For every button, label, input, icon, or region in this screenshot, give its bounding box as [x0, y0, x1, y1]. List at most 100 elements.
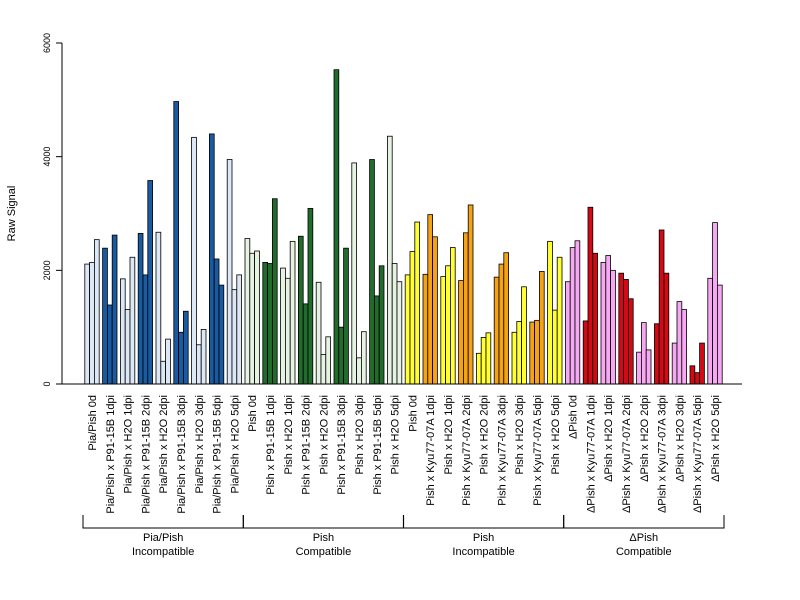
bar [147, 180, 154, 385]
bar [267, 263, 273, 385]
bar [592, 252, 598, 385]
bar [160, 360, 167, 385]
group-bracket [402, 515, 565, 529]
bar [694, 372, 700, 385]
bar [663, 272, 670, 385]
bar [717, 284, 723, 385]
x-tick-label: Pish x H2O 2dpi [318, 395, 330, 474]
axes-layer: 0 2000 4000 6000 [42, 33, 742, 387]
x-tick-label: Pish x P91-15B 1dpi [265, 395, 277, 495]
bar [681, 309, 687, 385]
x-tick-label: ΔPish x Kyu77-07A 1dpi [585, 395, 597, 513]
bar [284, 277, 291, 385]
bar [178, 331, 184, 385]
bar [521, 286, 527, 385]
group-bracket [82, 515, 244, 529]
bar [618, 272, 624, 385]
bar [503, 252, 509, 385]
x-tick-label: Pia/Pish x H2O 2dpi [158, 395, 170, 493]
bar [445, 265, 451, 385]
bar [475, 352, 482, 385]
bar [432, 236, 438, 385]
bar [458, 280, 464, 385]
bar [654, 323, 660, 385]
bar [231, 289, 238, 385]
bar [707, 277, 713, 385]
bar [191, 136, 197, 385]
bar [378, 265, 385, 385]
bar [338, 326, 344, 385]
x-tick-label: Pish x Kyu77-07A 5dpi [532, 395, 544, 506]
bar [195, 344, 202, 385]
x-tick-label: ΔPish x H2O 3dpi [674, 395, 686, 482]
bar [605, 255, 611, 385]
labels-layer: Pia/Pish 0d Pia/Pish x P91-15B 1dpi Pia/Pi… [82, 395, 725, 558]
bar [226, 159, 233, 385]
bar [485, 332, 492, 385]
bar [107, 304, 113, 385]
bar [360, 331, 367, 385]
bar [297, 235, 304, 385]
bar [671, 342, 678, 385]
bar [534, 319, 540, 385]
bar [173, 101, 180, 385]
bar [315, 281, 322, 385]
bar [120, 278, 126, 385]
x-tick-label: Pish x H2O 3dpi [354, 395, 366, 474]
x-tick-label: ΔPish x H2O 1dpi [603, 395, 615, 482]
x-tick-label: ΔPish x Kyu77-07A 2dpi [621, 395, 633, 513]
x-tick-label: Pia/Pish x P91-15B 3dpi [176, 395, 188, 514]
x-tick-label: Pish x H2O 5dpi [390, 395, 402, 474]
x-tick-label: Pish x H2O 5dpi [550, 395, 562, 474]
bar [155, 231, 162, 385]
bar [582, 320, 589, 385]
group-label-line2: Incompatible [452, 546, 514, 558]
x-tick-label: ΔPish x Kyu77-07A 3dpi [657, 395, 669, 513]
bar [467, 204, 474, 385]
bar [236, 274, 243, 385]
x-tick-label: Pia/Pish x P91-15B 5dpi [212, 395, 224, 514]
bar [565, 281, 571, 385]
bar [628, 298, 634, 385]
x-tick-label: Pia/Pish x H2O 5dpi [229, 395, 241, 493]
bar [391, 263, 398, 385]
group-label-line2: Compatible [296, 546, 352, 558]
bar [498, 263, 505, 385]
bar [111, 234, 118, 385]
bar [213, 258, 220, 385]
bar [414, 221, 420, 385]
bar [712, 222, 718, 385]
x-tick-label: ΔPish x H2O 5dpi [710, 395, 722, 482]
bar [699, 342, 705, 385]
bar [369, 159, 375, 385]
bar [493, 276, 500, 385]
x-tick-label: Pish x H2O 3dpi [514, 395, 526, 474]
bar [307, 207, 314, 385]
x-tick-label: Pia/Pish 0d [87, 395, 99, 451]
group-bracket [242, 515, 405, 529]
bar [320, 354, 327, 385]
x-tick-label: Pish 0d [407, 395, 419, 432]
group-label-line1: Pish [313, 532, 334, 544]
x-tick-label: Pish x H2O 1dpi [443, 395, 455, 474]
bar [539, 271, 545, 385]
bar [200, 329, 207, 385]
bar [386, 135, 393, 385]
x-tick-label: Pish x Kyu77-07A 1dpi [425, 395, 437, 506]
bar [641, 322, 647, 385]
bar [422, 273, 429, 385]
y-tick-label: 6000 [42, 33, 52, 53]
bar [587, 206, 594, 385]
bars-layer [84, 69, 723, 385]
bar [623, 279, 629, 385]
y-tick-label: 0 [42, 381, 52, 386]
x-tick-label: Pia/Pish x P91-15B 1dpi [105, 395, 117, 514]
bar [427, 214, 433, 385]
bar [351, 162, 357, 385]
bar [249, 252, 256, 385]
bar [574, 240, 581, 385]
bar [89, 261, 95, 385]
x-tick-label: Pia/Pish x H2O 1dpi [123, 395, 135, 493]
bar [165, 338, 171, 385]
